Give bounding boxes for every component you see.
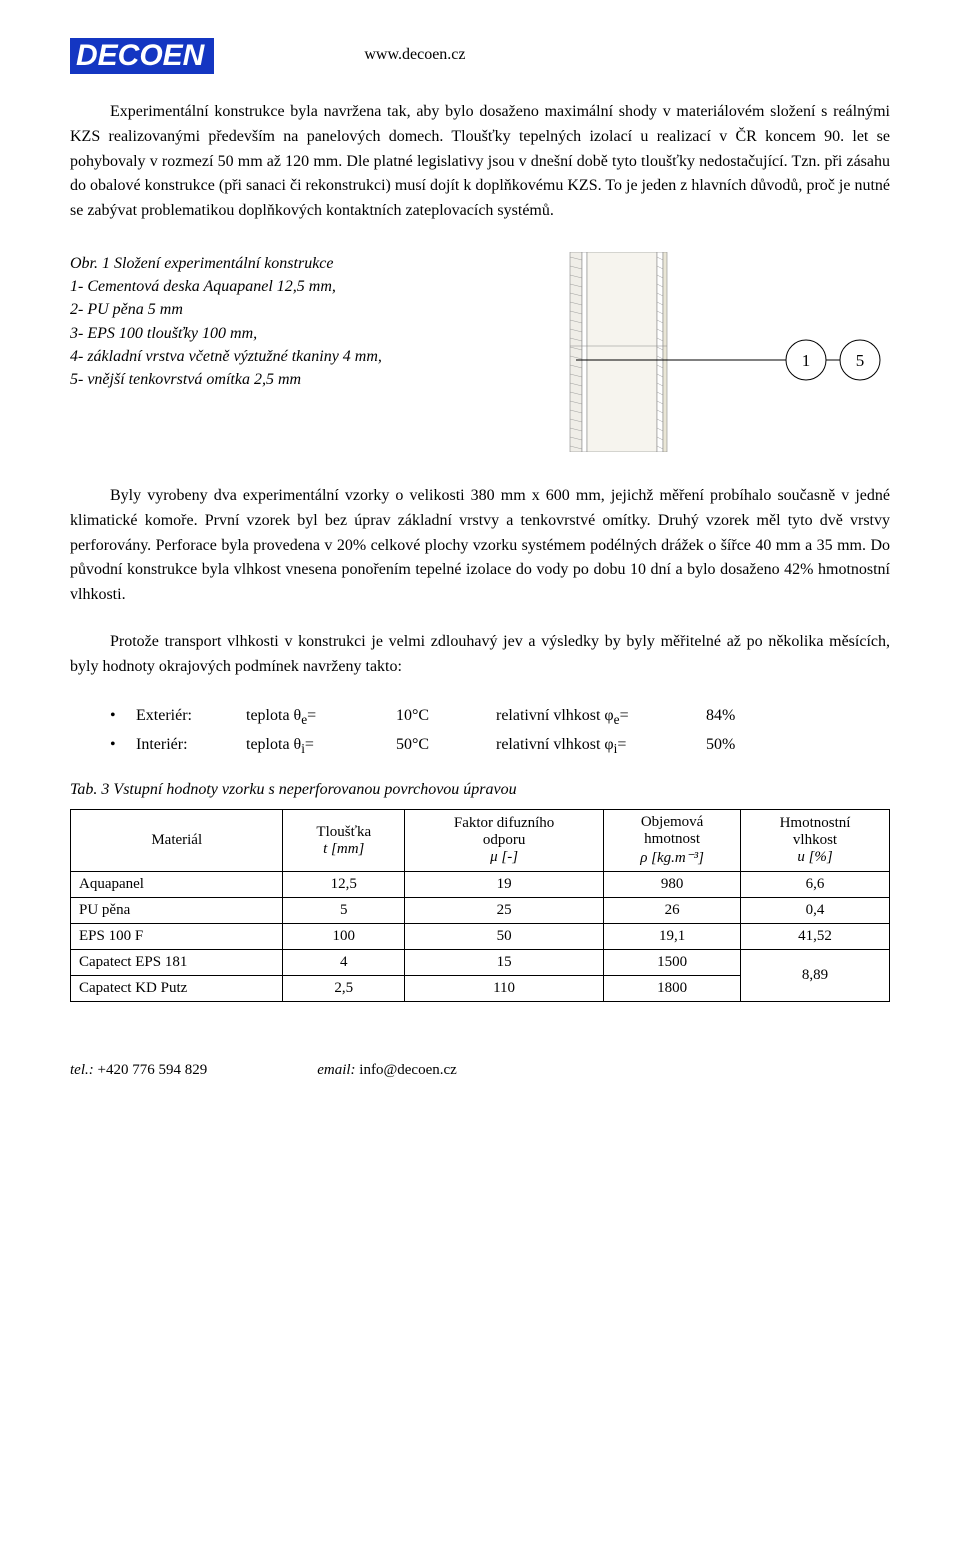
table-cell: 25 xyxy=(405,898,604,924)
fig-line: Obr. 1 Složení experimentální konstrukce xyxy=(70,252,536,275)
cond-var: teplota θi= xyxy=(246,731,396,761)
table-head-row: Materiál Tloušťka t [mm] Faktor difuzníh… xyxy=(71,810,890,872)
th-text: Objemová xyxy=(641,814,703,830)
bullet-icon: • xyxy=(110,731,136,758)
table-cell: 1800 xyxy=(604,976,741,1002)
table-cell: Capatect EPS 181 xyxy=(71,950,283,976)
table-cell: 41,52 xyxy=(741,924,890,950)
table-cell: PU pěna xyxy=(71,898,283,924)
paragraph-samples: Byly vyrobeny dva experimentální vzorky … xyxy=(70,484,890,608)
th-text: μ [-] xyxy=(490,849,518,865)
boundary-conditions: • Exteriér: teplota θe= 10°C relativní v… xyxy=(110,702,890,762)
table-cell: 980 xyxy=(604,872,741,898)
th-text: u [%] xyxy=(797,849,832,865)
th-text: t [mm] xyxy=(323,841,364,857)
cond-rh-l: relativní vlhkost φi= xyxy=(496,731,706,761)
cond-rh-v: 50% xyxy=(706,731,776,758)
th-text: odporu xyxy=(483,832,526,848)
table-cell: 100 xyxy=(283,924,405,950)
th-text: Faktor difuzního xyxy=(454,815,554,831)
fig-line: 1- Cementová deska Aquapanel 12,5 mm, xyxy=(70,275,536,298)
email-label: email: xyxy=(317,1062,355,1078)
footer-email: email: info@decoen.cz xyxy=(317,1062,457,1079)
cond-rh-v: 84% xyxy=(706,702,776,729)
table-row: Aquapanel12,5199806,6 xyxy=(71,872,890,898)
th-text: ρ [kg.m⁻³] xyxy=(640,850,704,866)
th-material: Materiál xyxy=(71,810,283,872)
table-cell: 6,6 xyxy=(741,872,890,898)
svg-text:1: 1 xyxy=(802,351,811,370)
paragraph-intro: Experimentální konstrukce byla navržena … xyxy=(70,100,890,224)
paragraph-conditions-intro: Protože transport vlhkosti v konstrukci … xyxy=(70,630,890,680)
table-caption: Tab. 3 Vstupní hodnoty vzorku s neperfor… xyxy=(70,781,890,799)
svg-text:5: 5 xyxy=(856,351,865,370)
input-values-table: Materiál Tloušťka t [mm] Faktor difuzníh… xyxy=(70,809,890,1002)
table-cell: Aquapanel xyxy=(71,872,283,898)
cond-ext: • Exteriér: teplota θe= 10°C relativní v… xyxy=(110,702,890,732)
table-cell: Capatect KD Putz xyxy=(71,976,283,1002)
table-cell: 15 xyxy=(405,950,604,976)
footer-tel: tel.: +420 776 594 829 xyxy=(70,1062,207,1079)
th-u: Hmotnostní vlhkost u [%] xyxy=(741,810,890,872)
table-cell: 2,5 xyxy=(283,976,405,1002)
table-cell: 12,5 xyxy=(283,872,405,898)
cond-int: • Interiér: teplota θi= 50°C relativní v… xyxy=(110,731,890,761)
table-cell: 5 xyxy=(283,898,405,924)
header-url: www.decoen.cz xyxy=(364,38,465,64)
table-cell-merged: 8,89 xyxy=(741,950,890,1002)
figure-caption: Obr. 1 Složení experimentální konstrukce… xyxy=(70,252,536,391)
table-row: PU pěna525260,4 xyxy=(71,898,890,924)
cond-rh-l: relativní vlhkost φe= xyxy=(496,702,706,732)
table-row: Capatect EPS 18141515008,89 xyxy=(71,950,890,976)
page-header: DECOEN www.decoen.cz xyxy=(70,38,890,74)
table-cell: 4 xyxy=(283,950,405,976)
cond-val: 50°C xyxy=(396,731,496,758)
table-cell: 110 xyxy=(405,976,604,1002)
cond-val: 10°C xyxy=(396,702,496,729)
fig-line: 5- vnější tenkovrstvá omítka 2,5 mm xyxy=(70,368,536,391)
table-cell: 26 xyxy=(604,898,741,924)
tel-label: tel.: xyxy=(70,1062,94,1078)
th-text: vlhkost xyxy=(793,832,837,848)
tel-value: +420 776 594 829 xyxy=(98,1062,208,1078)
fig-line: 3- EPS 100 tloušťky 100 mm, xyxy=(70,322,536,345)
page-footer: tel.: +420 776 594 829 email: info@decoe… xyxy=(70,1062,890,1079)
table-cell: 50 xyxy=(405,924,604,950)
cond-label: Exteriér: xyxy=(136,702,246,729)
table-row: EPS 100 F1005019,141,52 xyxy=(71,924,890,950)
email-value: info@decoen.cz xyxy=(359,1062,457,1078)
figure-diagram: 15 xyxy=(560,252,890,452)
fig-line: 2- PU pěna 5 mm xyxy=(70,298,536,321)
table-cell: 19 xyxy=(405,872,604,898)
th-thickness: Tloušťka t [mm] xyxy=(283,810,405,872)
table-cell: 0,4 xyxy=(741,898,890,924)
fig-line: 4- základní vrstva včetně výztužné tkani… xyxy=(70,345,536,368)
bullet-icon: • xyxy=(110,702,136,729)
table-cell: 19,1 xyxy=(604,924,741,950)
table-cell: 1500 xyxy=(604,950,741,976)
cond-label: Interiér: xyxy=(136,731,246,758)
th-text: hmotnost xyxy=(644,831,700,847)
table-cell: EPS 100 F xyxy=(71,924,283,950)
th-text: Hmotnostní xyxy=(780,815,851,831)
logo: DECOEN xyxy=(70,38,214,74)
th-rho: Objemová hmotnost ρ [kg.m⁻³] xyxy=(604,810,741,872)
th-mu: Faktor difuzního odporu μ [-] xyxy=(405,810,604,872)
th-text: Tloušťka xyxy=(316,824,371,840)
figure-block: Obr. 1 Složení experimentální konstrukce… xyxy=(70,252,890,452)
cond-var: teplota θe= xyxy=(246,702,396,732)
